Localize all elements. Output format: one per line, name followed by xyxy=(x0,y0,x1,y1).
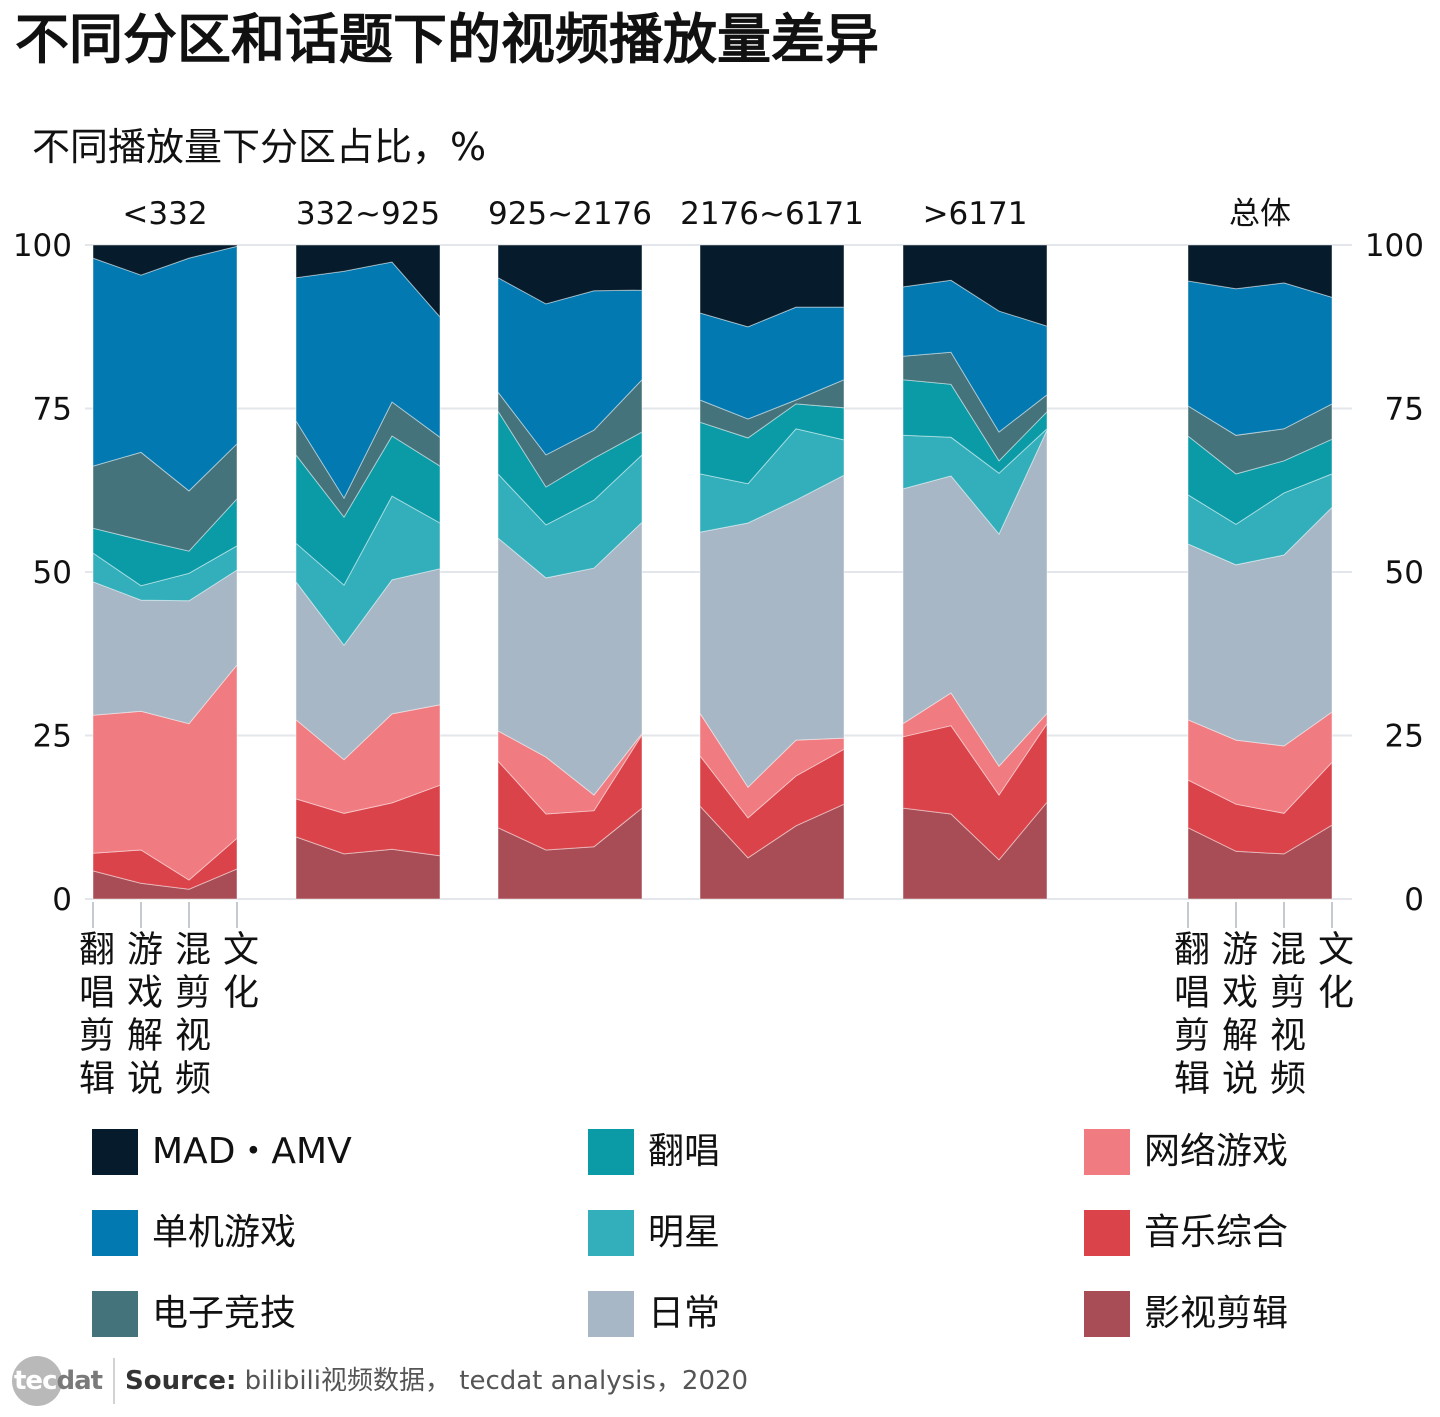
y-tick-label-right: 100 xyxy=(1365,228,1424,264)
stacked-area-band xyxy=(295,244,441,319)
legend-label: 明星 xyxy=(648,1212,721,1253)
panel: <332 xyxy=(92,196,238,928)
category-label: 游戏解说 xyxy=(121,930,162,1102)
y-tick-label-right: 25 xyxy=(1385,719,1424,755)
legend-item: MAD・AMV xyxy=(92,1129,588,1175)
stacked-area-band xyxy=(92,497,238,587)
legend-label: 音乐综合 xyxy=(1144,1212,1289,1253)
source-divider xyxy=(113,1358,115,1404)
panel: 总体 xyxy=(1187,196,1333,928)
logo-circle-icon xyxy=(12,1356,62,1406)
y-tick-label-right: 75 xyxy=(1385,392,1424,428)
source-line: Source: bilibili视频数据， tecdat analysis，20… xyxy=(125,1365,748,1397)
legend-label: 单机游戏 xyxy=(152,1212,297,1253)
panel: >6171 xyxy=(902,196,1048,900)
category-label: 翻唱剪辑 xyxy=(1168,930,1209,1102)
logo-text-a: tec xyxy=(14,1366,57,1396)
chart-subtitle: 不同播放量下分区占比，% xyxy=(32,125,487,169)
stacked-area-band xyxy=(295,495,441,647)
source-label: Source: xyxy=(125,1366,237,1396)
stacked-area-band xyxy=(295,401,441,518)
stacked-area-band xyxy=(497,453,643,579)
stacked-area-band xyxy=(902,692,1048,796)
stacked-area-chart: 0 0 25 25 50 50 75 75 100 100 <332 332~925 925~2176 2… xyxy=(13,196,1424,928)
legend-item: 影视剪辑 xyxy=(1084,1291,1384,1337)
legend-swatch xyxy=(588,1291,634,1337)
panel-label: 332~925 xyxy=(296,196,440,232)
tecdat-logo: tecdat xyxy=(12,1356,108,1406)
y-tick-label-left: 0 xyxy=(52,882,72,918)
stacked-area-band xyxy=(497,730,643,815)
stacked-area-band xyxy=(902,351,1048,462)
stacked-area-band xyxy=(295,568,441,761)
chart-title: 不同分区和话题下的视频播放量差异 xyxy=(15,8,879,71)
stacked-area-band xyxy=(699,306,845,420)
panel-label: <332 xyxy=(122,196,207,232)
category-label: 游戏解说 xyxy=(1216,930,1257,1102)
legend-label: 网络游戏 xyxy=(1144,1131,1289,1172)
legend-label: 影视剪辑 xyxy=(1144,1293,1289,1334)
panel-label: 925~2176 xyxy=(488,196,652,232)
source-text: bilibili视频数据， tecdat analysis，2020 xyxy=(244,1366,749,1396)
stacked-area-band xyxy=(92,663,238,881)
category-label: 混剪视频 xyxy=(1264,930,1305,1102)
stacked-area-band xyxy=(699,244,845,328)
legend-swatch xyxy=(92,1291,138,1337)
stacked-area-band xyxy=(1187,280,1333,436)
stacked-area-band xyxy=(497,521,643,796)
legend-swatch xyxy=(92,1129,138,1175)
legend: MAD・AMV 单机游戏电子竞技 翻唱明星日常 网络游戏音乐综合影视剪辑 xyxy=(92,1129,1384,1337)
legend-swatch xyxy=(1084,1291,1130,1337)
legend-item: 网络游戏 xyxy=(1084,1129,1384,1175)
logo-text: tecdat xyxy=(14,1364,103,1398)
y-tick-label-right: 50 xyxy=(1385,555,1424,591)
panel: 2176~6171 xyxy=(680,196,864,900)
panel: 925~2176 xyxy=(488,196,652,900)
legend-swatch xyxy=(588,1129,634,1175)
legend-item: 翻唱 xyxy=(588,1129,1084,1175)
legend-swatch xyxy=(588,1210,634,1256)
category-label: 文化 xyxy=(1312,930,1353,1016)
stacked-area-band xyxy=(497,244,643,305)
legend-item: 电子竞技 xyxy=(92,1291,588,1337)
stacked-area-band xyxy=(497,807,643,900)
legend-label: 翻唱 xyxy=(648,1131,721,1172)
y-tick-label-left: 75 xyxy=(33,392,72,428)
stacked-area-band xyxy=(1187,824,1333,900)
legend-label: 日常 xyxy=(648,1293,721,1334)
legend-item: 单机游戏 xyxy=(92,1210,588,1256)
stacked-area-band xyxy=(295,836,441,900)
y-tick-label-left: 50 xyxy=(33,555,72,591)
legend-swatch xyxy=(92,1210,138,1256)
y-tick-label-left: 100 xyxy=(13,228,72,264)
panel-label: >6171 xyxy=(923,196,1028,232)
legend-item: 明星 xyxy=(588,1210,1084,1256)
legend-item: 日常 xyxy=(588,1291,1084,1337)
y-tick-label-right: 0 xyxy=(1404,882,1424,918)
legend-swatch xyxy=(1084,1129,1130,1175)
stacked-area-band xyxy=(497,733,643,851)
stacked-area-band xyxy=(92,244,238,276)
panel-label: 总体 xyxy=(1229,196,1291,232)
legend-item: 音乐综合 xyxy=(1084,1210,1384,1256)
stacked-area-band xyxy=(1187,244,1333,298)
category-label: 翻唱剪辑 xyxy=(73,930,114,1102)
stacked-area-band xyxy=(92,245,238,492)
category-label: 文化 xyxy=(217,930,258,1016)
category-label: 混剪视频 xyxy=(169,930,210,1102)
stacked-area-band xyxy=(699,474,845,788)
logo-text-b: dat xyxy=(56,1366,103,1396)
stacked-area-band xyxy=(1187,403,1333,475)
legend-label: 电子竞技 xyxy=(152,1293,297,1334)
stacked-area-band xyxy=(902,244,1048,327)
legend-label: MAD・AMV xyxy=(152,1131,352,1172)
y-tick-label-left: 25 xyxy=(33,719,72,755)
panel: 332~925 xyxy=(295,196,441,900)
legend-swatch xyxy=(1084,1210,1130,1256)
panel-label: 2176~6171 xyxy=(680,196,864,232)
